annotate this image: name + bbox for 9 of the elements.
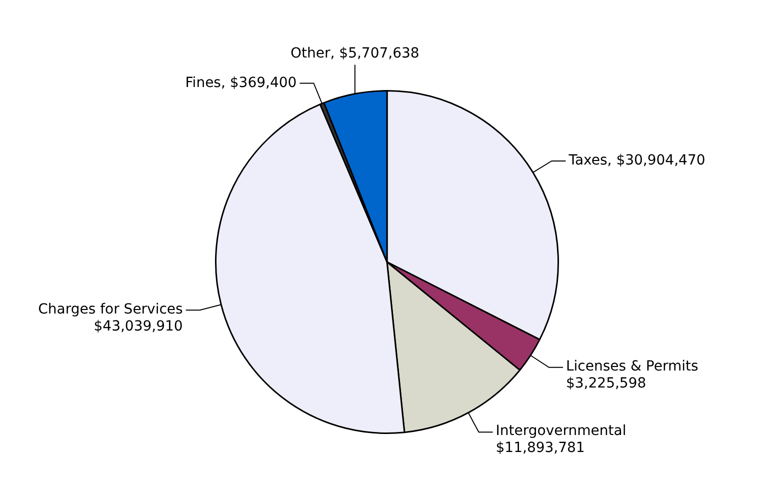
data-label: $43,039,910 [94,318,183,334]
data-label: $3,225,598 [566,376,646,392]
slice-label: Charges for Services [38,301,183,318]
slice-label: Other, $5,707,638 [290,45,420,62]
slice-label: Fines, $369,400 [185,74,297,91]
data-label: $11,893,781 [496,440,585,456]
slice-label: Licenses & Permits [566,358,698,375]
slice-label: Taxes, $30,904,470 [568,152,706,169]
slice-label: Intergovernmental [496,423,626,440]
